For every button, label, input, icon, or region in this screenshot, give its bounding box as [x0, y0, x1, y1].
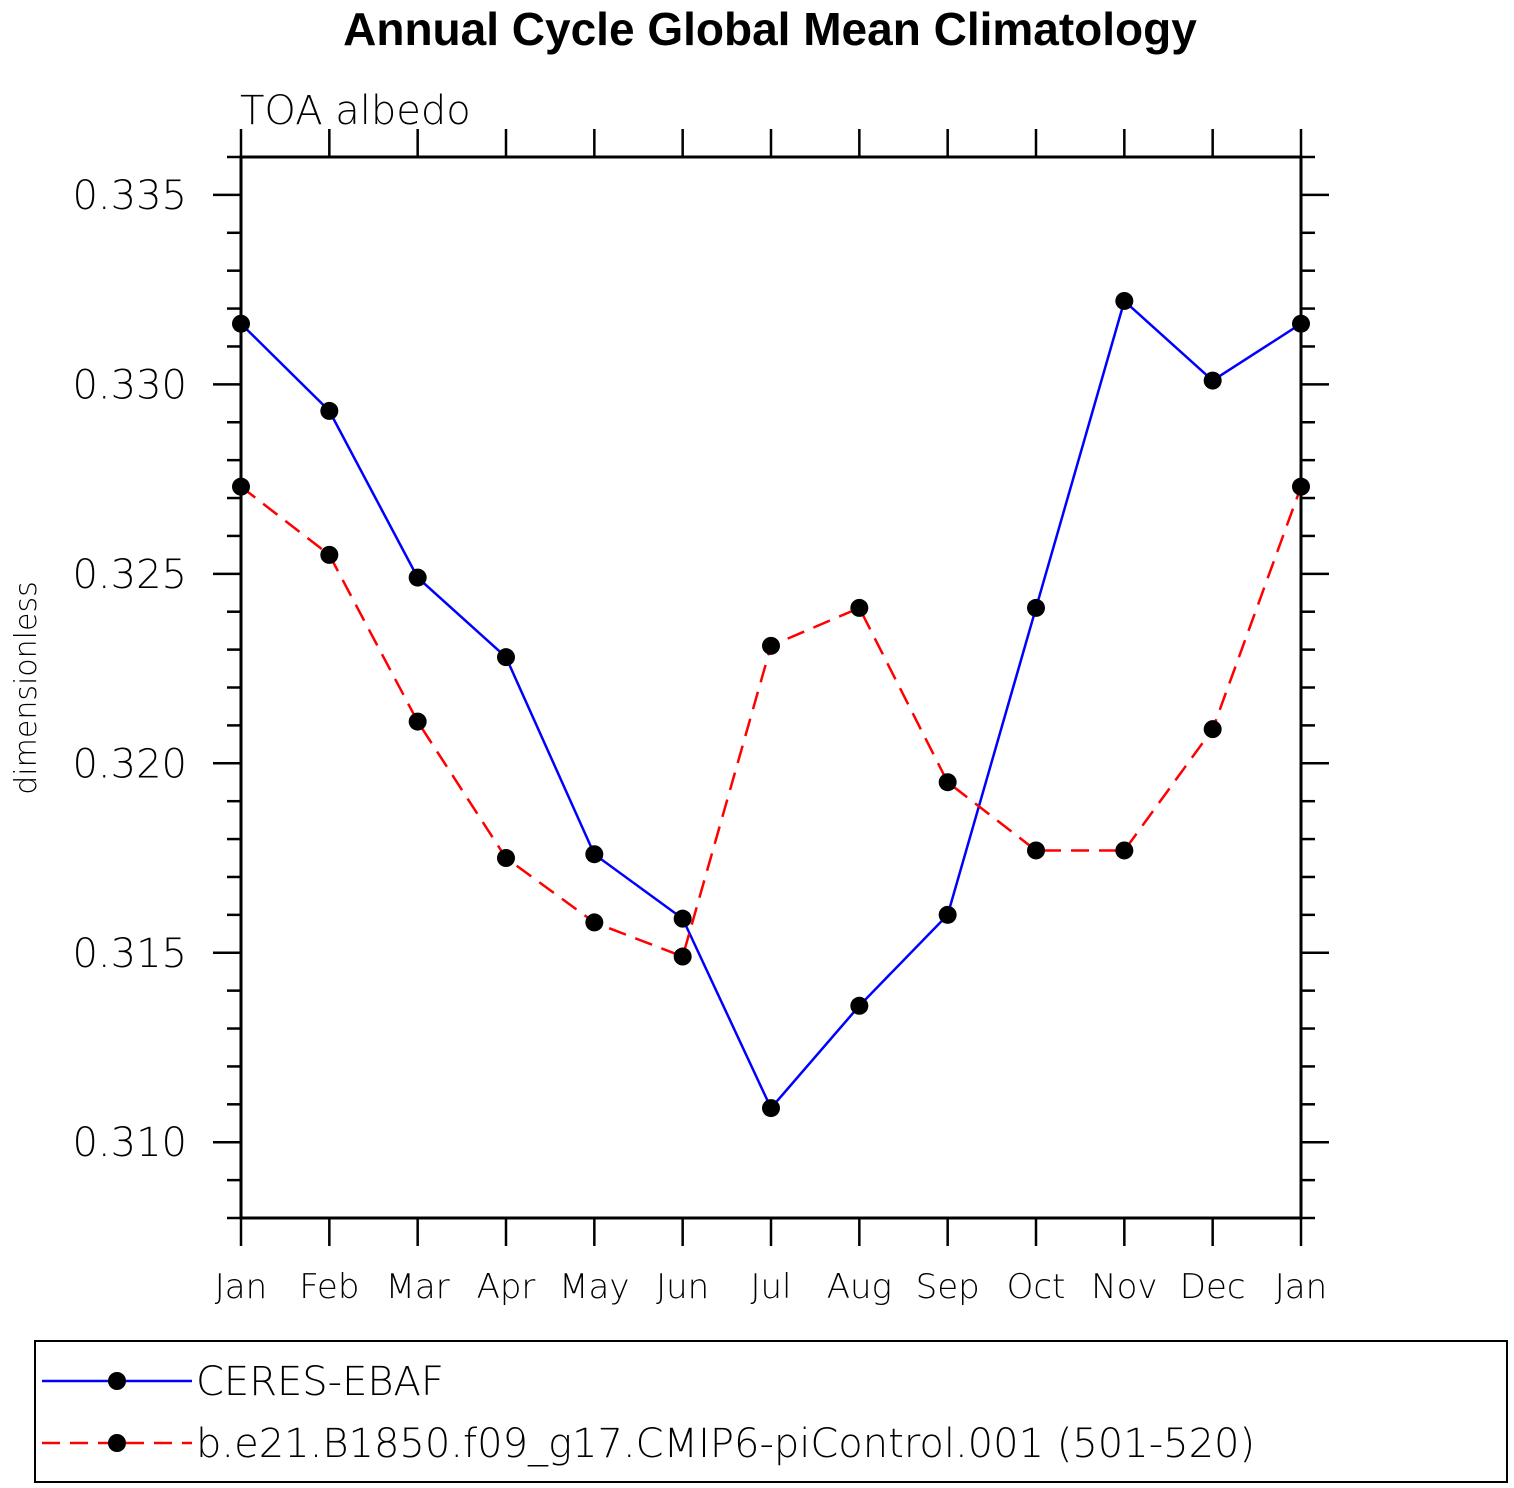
series-1-point — [762, 1099, 780, 1118]
series-1-point — [585, 845, 604, 864]
x-tick-label: Feb — [299, 1267, 359, 1307]
y-tick-label: 0.320 — [72, 741, 187, 787]
series-2-point — [408, 712, 427, 731]
series-2-point — [497, 849, 515, 868]
legend: CERES-EBAF b.e21.B1850.f09_g17.CMIP6-piCo… — [34, 1340, 1508, 1483]
series-1-point — [408, 568, 427, 587]
plot-area — [232, 291, 1310, 1118]
series-2-point — [1292, 477, 1310, 496]
series-2-point — [1027, 841, 1045, 860]
legend-label-2: b.e21.B1850.f09_g17.CMIP6-piControl.001 … — [196, 1421, 1255, 1467]
series-1-point — [850, 996, 869, 1015]
x-tick-label: Oct — [1007, 1267, 1066, 1307]
series-1-point — [320, 401, 339, 420]
series-2-point — [850, 598, 869, 617]
x-tick-label: Jul — [750, 1267, 791, 1307]
x-tick-label: Dec — [1180, 1267, 1246, 1307]
series-2-point — [1115, 841, 1134, 860]
x-tick-label: May — [559, 1267, 629, 1307]
x-tick-label: Apr — [477, 1267, 536, 1307]
chart-title: Annual Cycle Global Mean Climatology — [343, 3, 1197, 55]
y-tick-label: 0.335 — [72, 173, 187, 219]
legend-box — [34, 1340, 1508, 1483]
series-2-point — [320, 545, 339, 564]
legend-marker-2 — [108, 1434, 126, 1452]
y-tick-label: 0.330 — [72, 362, 187, 408]
series-1-point — [1292, 314, 1310, 333]
x-tick-label: Jan — [215, 1267, 267, 1307]
series-line-2 — [240, 485, 1303, 959]
series-2-point — [1203, 720, 1222, 739]
x-tick-label: Mar — [386, 1267, 450, 1307]
axes: 0.310 0.315 0.320 0.325 0.330 0.335 Jan Feb Mar A… — [72, 129, 1329, 1307]
x-tick-label: Aug — [827, 1267, 892, 1307]
x-tick-label: Nov — [1091, 1267, 1157, 1307]
series-2-point — [762, 636, 780, 655]
series-1-point — [232, 314, 250, 333]
series-2-point — [938, 773, 957, 792]
series-2-point — [585, 913, 604, 932]
series-2-point — [673, 947, 692, 966]
legend-label-1: CERES-EBAF — [196, 1359, 444, 1405]
series-line-1 — [240, 298, 1302, 1111]
y-tick-label: 0.315 — [72, 931, 187, 977]
chart-subtitle: TOA albedo — [240, 88, 471, 134]
series-1-point — [673, 909, 692, 928]
x-tick-label: Jun — [656, 1267, 709, 1307]
y-tick-label: 0.325 — [72, 552, 187, 598]
series-1-point — [1203, 371, 1222, 390]
series-1-point — [938, 905, 957, 924]
series-1-point — [1115, 291, 1134, 310]
series-1-point — [497, 648, 515, 667]
y-axis-label: dimensionless — [9, 581, 44, 794]
x-tick-label: Jan — [1275, 1267, 1327, 1307]
series-2-point — [232, 477, 250, 496]
x-tick-label: Sep — [916, 1267, 980, 1307]
y-tick-label: 0.310 — [72, 1120, 187, 1166]
legend-marker-1 — [108, 1372, 126, 1390]
series-1-point — [1027, 598, 1045, 617]
